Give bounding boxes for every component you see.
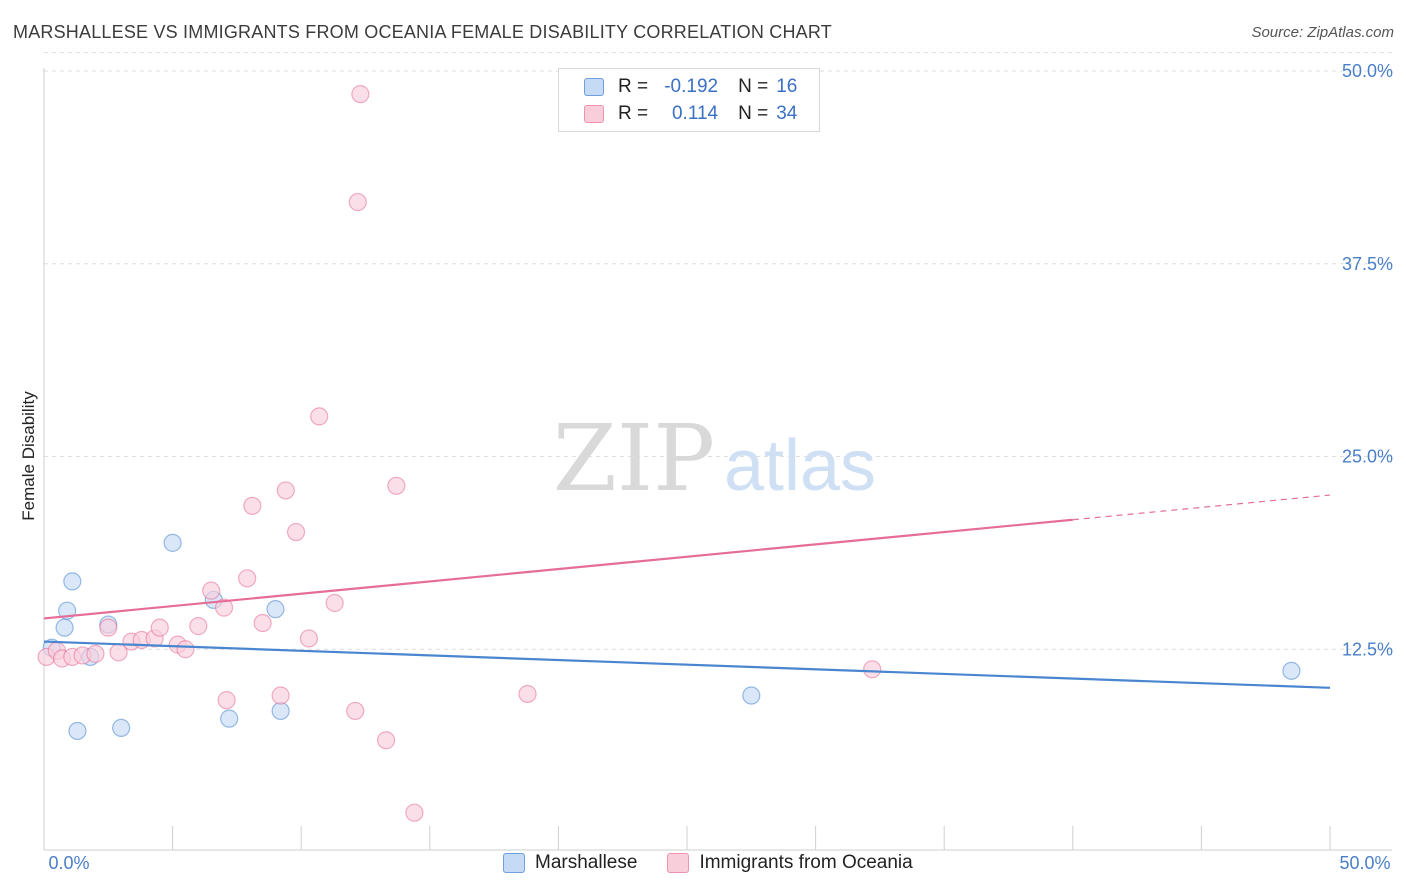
y-tick-label: 50.0% — [1342, 61, 1393, 81]
grid-lines — [44, 51, 1392, 650]
legend-swatch-oceania — [667, 853, 690, 873]
point-oceania — [276, 481, 295, 500]
point-oceania — [271, 686, 290, 705]
watermark-atlas: atlas — [724, 426, 876, 506]
watermark-zip: ZIP — [553, 405, 715, 512]
n-label: N = — [738, 103, 769, 124]
y-tick-label: 12.5% — [1342, 639, 1393, 659]
watermark: ZIP atlas — [553, 405, 876, 512]
stats-legend-row-marshallese: R = -0.192 N = 16 — [584, 75, 797, 99]
r-label: R = — [618, 76, 649, 97]
y-tick-label: 25.0% — [1342, 447, 1393, 467]
point-oceania — [310, 407, 329, 426]
trend-lines — [43, 494, 1331, 689]
trend-line-marshallese — [43, 640, 1331, 689]
r-label: R = — [618, 103, 649, 124]
r-value: 0.114 — [671, 103, 719, 124]
point-marshallese — [163, 533, 182, 552]
point-marshallese — [1282, 661, 1301, 680]
x-tick-label: 50.0% — [1339, 853, 1390, 873]
source-label: Source: ZipAtlas.com — [1251, 24, 1394, 41]
legend-item-oceania: Immigrants from Oceania — [667, 852, 913, 874]
legend-swatch-marshallese — [503, 853, 525, 873]
point-marshallese — [220, 709, 239, 728]
point-oceania — [299, 629, 319, 648]
point-oceania — [351, 85, 370, 104]
point-oceania — [346, 701, 365, 721]
point-marshallese — [266, 600, 285, 619]
legend-swatch-oceania — [584, 105, 604, 123]
r-value: -0.192 — [664, 76, 719, 97]
tick-labels: 12.5% 25.0% 37.5% 50.0% 0.0% 50.0% — [48, 61, 1393, 873]
point-oceania — [217, 691, 236, 710]
point-oceania — [86, 644, 105, 663]
point-oceania — [325, 593, 344, 613]
point-oceania — [99, 618, 118, 637]
point-oceania — [189, 617, 208, 636]
point-oceania — [518, 684, 537, 704]
legend-swatch-marshallese — [584, 78, 604, 96]
point-oceania — [243, 496, 262, 515]
point-oceania — [176, 640, 195, 659]
series-legend: Marshallese Immigrants from Oceania — [503, 852, 943, 874]
data-points — [37, 85, 1301, 822]
trend-line-oceania-dashed — [1072, 494, 1331, 521]
point-oceania — [348, 192, 367, 212]
y-axis-title: Female Disability — [19, 391, 38, 521]
point-oceania — [387, 476, 406, 495]
point-oceania — [405, 803, 424, 822]
point-marshallese — [271, 701, 290, 721]
point-oceania — [286, 522, 306, 542]
point-oceania — [202, 581, 221, 600]
n-value: 16 — [776, 76, 798, 97]
point-oceania — [253, 613, 272, 633]
legend-label-oceania: Immigrants from Oceania — [699, 852, 913, 873]
x-tick-label: 0.0% — [48, 853, 89, 873]
point-oceania — [863, 660, 882, 679]
point-oceania — [376, 731, 396, 750]
stats-legend: R = -0.192 N = 16 R = 0.114 N = 34 — [558, 68, 820, 132]
point-marshallese — [112, 718, 131, 737]
point-marshallese — [742, 686, 761, 705]
point-oceania — [238, 569, 257, 588]
stats-legend-row-oceania: R = 0.114 N = 34 — [584, 102, 797, 126]
point-oceania — [214, 598, 234, 617]
n-value: 34 — [776, 103, 798, 124]
legend-label-marshallese: Marshallese — [535, 852, 638, 873]
trend-line-oceania — [43, 518, 1073, 620]
point-marshallese — [68, 721, 87, 741]
point-marshallese — [63, 572, 82, 591]
y-tick-label: 37.5% — [1342, 254, 1393, 274]
axes — [43, 68, 1392, 851]
point-oceania — [150, 618, 169, 637]
legend-item-marshallese: Marshallese — [503, 852, 637, 874]
point-marshallese — [55, 618, 74, 637]
chart-title: MARSHALLESE VS IMMIGRANTS FROM OCEANIA F… — [13, 22, 832, 42]
n-label: N = — [738, 76, 769, 97]
